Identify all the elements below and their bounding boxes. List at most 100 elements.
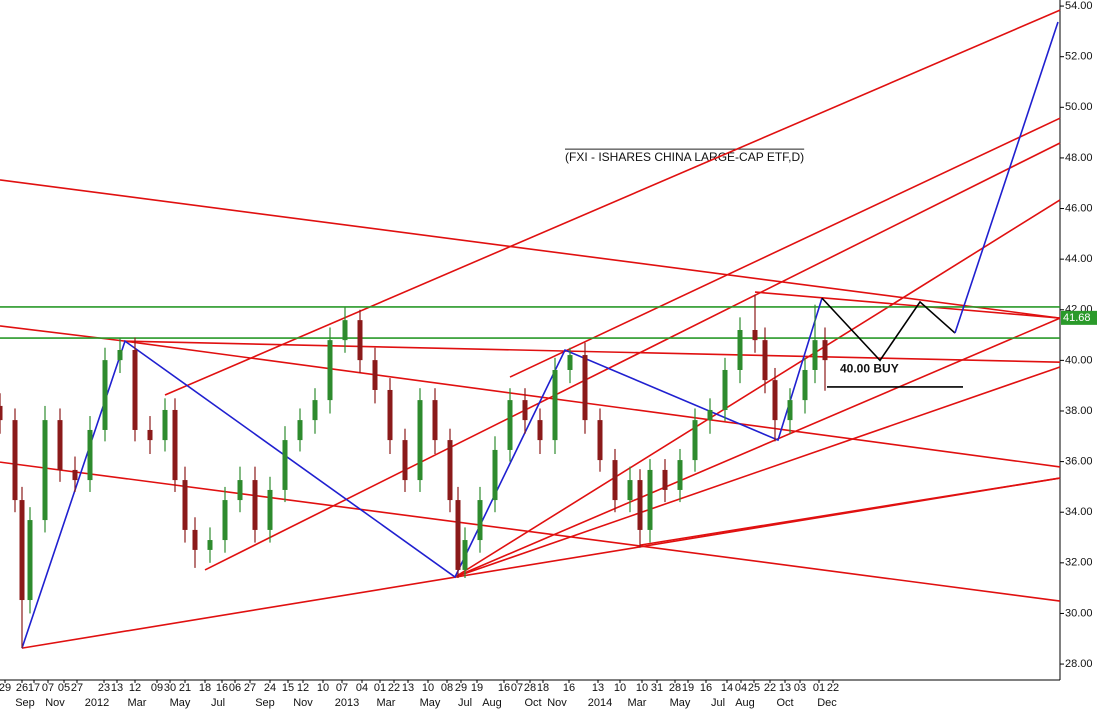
x-tick-label: 28 [524, 682, 536, 694]
candle-body [662, 469, 668, 490]
candle-body [237, 480, 243, 501]
trend-line [639, 477, 1061, 546]
candle-body [772, 380, 778, 421]
candle-body [0, 405, 3, 421]
candle-body [477, 500, 483, 541]
candle-body [162, 409, 168, 441]
candle-body [342, 320, 348, 341]
x-tick-label: 13 [111, 682, 123, 694]
x-tick-label: 04 [356, 682, 368, 694]
trend-line [454, 317, 1061, 578]
candle-body [462, 540, 468, 570]
x-month-label: Jul [211, 697, 225, 709]
x-tick-label: 13 [592, 682, 604, 694]
trend-line [454, 366, 1061, 578]
candle-body [172, 409, 178, 481]
y-tick-label: 30.00 [1065, 607, 1093, 619]
candle-body [707, 409, 713, 421]
x-tick-label: 30 [164, 682, 176, 694]
y-tick-label: 54.00 [1065, 0, 1093, 12]
x-tick-label: 19 [471, 682, 483, 694]
x-tick-label: 28 [669, 682, 681, 694]
candle-body [417, 400, 423, 481]
x-month-label: Aug [482, 697, 502, 709]
x-month-label: Jul [711, 697, 725, 709]
y-tick-label: 32.00 [1065, 557, 1093, 569]
trend-line [0, 461, 1061, 602]
candle-body [752, 330, 758, 341]
candle-body [372, 360, 378, 390]
candle-body [762, 340, 768, 381]
x-tick-label: 09 [151, 682, 163, 694]
y-tick-label: 46.00 [1065, 202, 1093, 214]
x-tick-label: 25 [748, 682, 760, 694]
candle-body [117, 349, 123, 361]
candle-body [102, 360, 108, 430]
x-tick-label: 29 [0, 682, 11, 694]
x-tick-label: 16 [216, 682, 228, 694]
x-month-label: Jul [458, 697, 472, 709]
x-tick-label: 13 [402, 682, 414, 694]
x-month-label: 2012 [85, 697, 109, 709]
candle-body [567, 355, 573, 370]
candle-body [692, 420, 698, 461]
x-tick-label: 05 [58, 682, 70, 694]
trend-line [454, 199, 1061, 578]
x-tick-label: 22 [827, 682, 839, 694]
last-price-box [1061, 310, 1097, 325]
candle-body [387, 389, 393, 441]
x-tick-label: 06 [229, 682, 241, 694]
x-month-label: May [170, 697, 191, 709]
x-tick-label: 16 [563, 682, 575, 694]
x-month-label: May [420, 697, 441, 709]
x-month-label: Nov [293, 697, 313, 709]
trend-line [509, 117, 1061, 378]
candle-body [537, 420, 543, 441]
chart-title: (FXI - ISHARES CHINA LARGE-CAP ETF,D) [565, 150, 804, 164]
x-tick-label: 01 [374, 682, 386, 694]
x-tick-label: 26 [16, 682, 28, 694]
x-month-label: Oct [524, 697, 541, 709]
candle-body [492, 449, 498, 501]
x-month-label: Aug [735, 697, 755, 709]
candle-body [207, 540, 213, 550]
candle-body [787, 400, 793, 421]
x-tick-label: 10 [317, 682, 329, 694]
y-tick-label: 28.00 [1065, 658, 1093, 670]
x-tick-label: 14 [721, 682, 733, 694]
x-month-label: Dec [817, 697, 837, 709]
candle-body [182, 480, 188, 530]
trend-line [204, 142, 1061, 571]
x-tick-label: 16 [700, 682, 712, 694]
candle-body [402, 440, 408, 481]
x-tick-label: 22 [388, 682, 400, 694]
y-tick-label: 38.00 [1065, 405, 1093, 417]
x-month-label: 2014 [588, 697, 612, 709]
x-tick-label: 23 [98, 682, 110, 694]
x-month-label: Nov [547, 697, 567, 709]
x-tick-label: 01 [813, 682, 825, 694]
x-tick-label: 21 [179, 682, 191, 694]
candle-body [312, 400, 318, 421]
candle-body [297, 420, 303, 441]
candle-body [57, 420, 63, 470]
y-tick-label: 50.00 [1065, 101, 1093, 113]
buy-label: 40.00 BUY [840, 361, 899, 375]
candle-body [637, 480, 643, 530]
trend-line [21, 297, 823, 649]
x-tick-label: 13 [779, 682, 791, 694]
trend-line [821, 297, 956, 362]
candle-body [647, 469, 653, 530]
x-tick-label: 08 [441, 682, 453, 694]
x-tick-label: 12 [129, 682, 141, 694]
x-month-label: Mar [128, 697, 147, 709]
x-tick-label: 27 [71, 682, 83, 694]
candle-body [612, 460, 618, 501]
x-tick-label: 10 [636, 682, 648, 694]
candle-body [447, 440, 453, 501]
candle-body [42, 420, 48, 521]
candle-body [812, 340, 818, 370]
candle-body [132, 349, 138, 430]
y-tick-label: 34.00 [1065, 506, 1093, 518]
